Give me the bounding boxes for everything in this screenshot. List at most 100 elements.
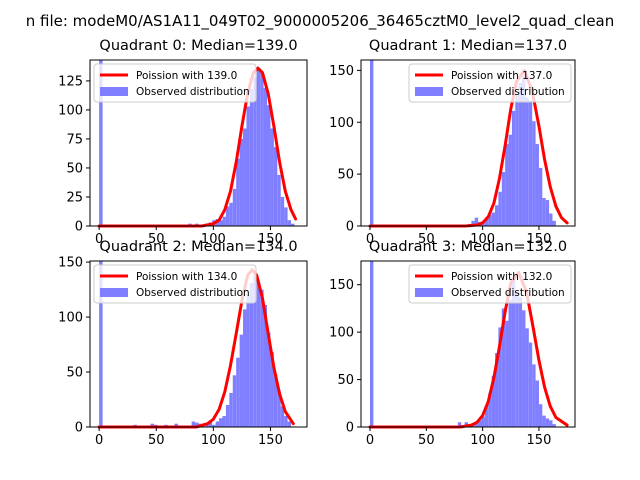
subplot-title: Quadrant 2: Median=134.0 xyxy=(99,239,297,255)
histogram-bar xyxy=(542,415,546,427)
legend-line-label: Poission with 132.0 xyxy=(451,271,552,283)
axes-frame xyxy=(89,260,308,428)
legend-line-label: Poission with 134.0 xyxy=(136,271,237,283)
histogram-bar xyxy=(538,404,543,427)
figure-suptitle: n file: modeM0/AS1A11_049T02_9000005206_… xyxy=(26,12,615,31)
histogram-bar xyxy=(205,424,209,427)
legend-hist-swatch xyxy=(100,288,128,297)
histogram-bar xyxy=(215,421,220,427)
subplot-title: Quadrant 1: Median=137.0 xyxy=(369,38,567,54)
histogram-bar xyxy=(249,89,254,226)
histogram-bar xyxy=(370,261,374,427)
histogram-bar xyxy=(508,299,512,427)
histogram-bar xyxy=(495,205,499,226)
histogram-bar xyxy=(270,352,274,427)
histogram-bar xyxy=(219,418,223,427)
x-tick-label: 50 xyxy=(418,433,435,448)
x-tick-label: 100 xyxy=(470,433,495,448)
histogram-bar xyxy=(246,106,250,226)
histogram-bar xyxy=(528,342,533,427)
legend-hist-label: Observed distribution xyxy=(451,287,565,299)
histogram-bar xyxy=(280,196,285,226)
histogram-bar xyxy=(491,375,496,427)
x-tick-label: 50 xyxy=(418,232,435,247)
histogram-bar xyxy=(212,424,216,427)
x-tick-label: 150 xyxy=(527,232,552,247)
histogram-bar xyxy=(232,375,237,427)
histogram-bar xyxy=(284,416,288,427)
histogram-bar xyxy=(267,105,271,226)
histogram-bar xyxy=(174,423,178,427)
x-tick-label: 100 xyxy=(201,232,226,247)
histogram-bar xyxy=(253,77,257,226)
histogram-bar xyxy=(229,202,233,226)
histogram-bar xyxy=(284,207,288,226)
histogram-bar xyxy=(471,425,475,427)
histogram-bar xyxy=(518,82,523,226)
histogram-bar xyxy=(222,216,226,226)
histogram-bar xyxy=(491,212,496,226)
legend: Poission with 134.0 Observed distribution xyxy=(93,264,257,304)
histogram-bar xyxy=(549,420,553,427)
histogram-bar xyxy=(535,380,539,427)
histogram-bar xyxy=(495,353,499,427)
histogram-bar xyxy=(239,138,244,226)
x-tick-label: 150 xyxy=(258,433,283,448)
histogram-bar xyxy=(225,405,230,427)
histogram-bar xyxy=(270,128,274,226)
histogram-bar xyxy=(498,191,502,226)
histogram-bar xyxy=(525,97,529,226)
histogram-bar xyxy=(522,310,526,427)
histogram-bar xyxy=(508,134,512,226)
histogram-bar xyxy=(195,422,199,427)
histogram-bar xyxy=(280,406,285,427)
y-tick-label: 0 xyxy=(346,421,354,436)
subplot-title: Quadrant 3: Median=132.0 xyxy=(369,239,567,255)
histogram-bar xyxy=(505,320,509,427)
histogram-bar xyxy=(219,220,223,226)
histogram-bar xyxy=(457,422,462,427)
legend: Poission with 132.0 Observed distribution xyxy=(408,264,572,304)
y-tick-label: 100 xyxy=(58,311,83,326)
legend: Poission with 139.0 Observed distribution xyxy=(93,63,257,103)
histogram-bar xyxy=(232,188,237,226)
histogram-bar xyxy=(208,420,213,427)
y-tick-label: 150 xyxy=(58,256,83,271)
histogram-bar xyxy=(481,222,485,226)
histogram-bar xyxy=(484,406,489,427)
histogram-bar xyxy=(474,217,479,226)
histogram-bar xyxy=(236,357,240,427)
histogram-bar xyxy=(249,282,254,427)
legend-hist-label: Observed distribution xyxy=(136,287,250,299)
y-tick-label: 0 xyxy=(75,220,83,235)
histogram-bar xyxy=(538,167,543,226)
histogram-bar xyxy=(511,277,516,427)
y-tick-label: 100 xyxy=(329,116,354,131)
histogram-bar xyxy=(484,217,489,226)
histogram-bar xyxy=(488,214,492,226)
histogram-bar xyxy=(474,422,479,427)
y-tick-label: 0 xyxy=(75,421,83,436)
histogram-bar xyxy=(542,197,546,226)
histogram-bar xyxy=(528,100,533,226)
histogram-bar xyxy=(552,424,556,427)
x-tick-label: 0 xyxy=(95,232,103,247)
subplot-quadrant-0: 0 50 100 150 0 25 50 75 100 125 Quadrant 0: Median… xyxy=(58,38,308,247)
histogram-bar xyxy=(552,220,556,226)
y-tick-label: 50 xyxy=(337,373,354,388)
y-tick-label: 150 xyxy=(329,64,354,79)
histogram-bars xyxy=(99,261,292,427)
histogram-bar xyxy=(545,200,550,226)
subplot-grid: 0 50 100 150 0 25 50 75 100 125 Quadrant 0: Median… xyxy=(58,38,576,448)
histogram-bar xyxy=(263,304,268,427)
legend: Poission with 137.0 Observed distribution xyxy=(408,63,572,103)
x-tick-label: 0 xyxy=(95,433,103,448)
histogram-bar xyxy=(99,261,103,427)
x-tick-label: 150 xyxy=(258,232,283,247)
histogram-bar xyxy=(277,174,281,226)
histogram-bar xyxy=(498,327,502,427)
y-tick-label: 50 xyxy=(66,161,83,176)
histogram-bar xyxy=(545,418,550,427)
histogram-bar xyxy=(291,223,295,226)
histogram-bar xyxy=(260,289,264,427)
